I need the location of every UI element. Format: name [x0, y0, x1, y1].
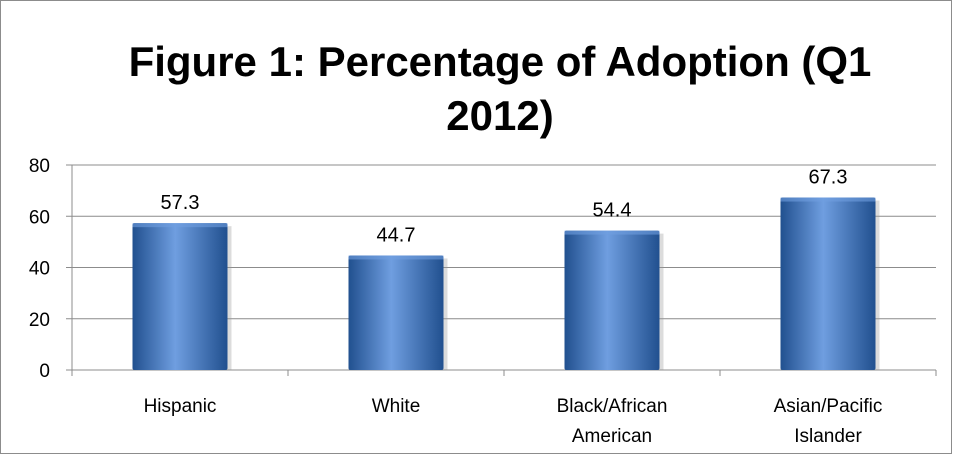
labels: 0 20 40 60 80 57.3 Hispanic 44.7 White 54.4 Black/…	[29, 156, 883, 447]
y-tick-label: 80	[29, 156, 50, 177]
bar-top-highlight	[348, 255, 444, 260]
data-label: 54.4	[593, 200, 632, 222]
bar	[780, 197, 876, 370]
data-label: 67.3	[809, 167, 848, 189]
bar	[348, 255, 444, 370]
category-label: Hispanic	[144, 396, 217, 417]
bar-top-highlight	[564, 230, 660, 235]
chart-title: Figure 1: Percentage of Adoption (Q1 201…	[128, 38, 872, 139]
category-label: Islander	[794, 426, 862, 447]
bar-top-highlight	[132, 223, 228, 228]
y-tick-label: 20	[29, 310, 50, 331]
data-label: 44.7	[377, 224, 416, 246]
category-label: Black/African	[557, 396, 668, 417]
y-tick-label: 60	[29, 207, 50, 228]
bar	[564, 230, 660, 370]
data-label: 57.3	[161, 192, 200, 214]
y-tick-label: 40	[29, 259, 50, 280]
bar	[132, 223, 228, 370]
bar-top-highlight	[780, 197, 876, 202]
category-label: White	[372, 396, 421, 417]
bars	[132, 197, 880, 370]
category-label: American	[572, 426, 652, 447]
y-tick-label: 0	[39, 361, 50, 382]
category-label: Asian/Pacific	[774, 396, 883, 417]
